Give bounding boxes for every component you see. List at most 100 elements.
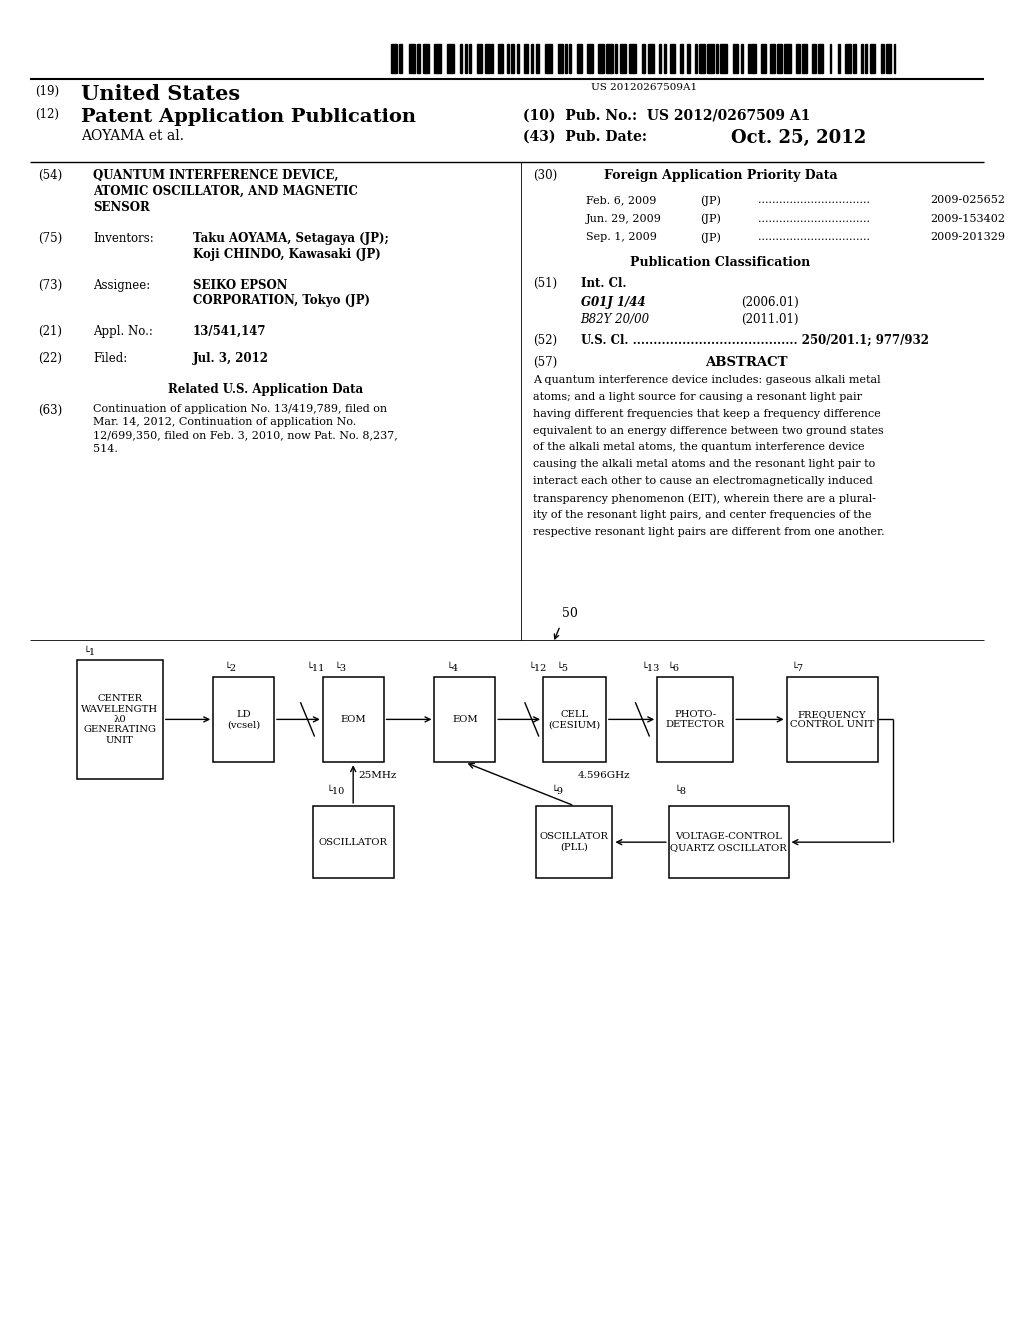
Text: 13/541,147: 13/541,147 xyxy=(193,325,266,338)
Bar xyxy=(523,44,528,73)
Bar xyxy=(784,44,791,73)
Text: Assignee:: Assignee: xyxy=(93,279,151,292)
Bar xyxy=(752,44,756,73)
Text: └2: └2 xyxy=(224,664,237,673)
Text: interact each other to cause an electromagnetically induced: interact each other to cause an electrom… xyxy=(532,477,872,486)
Bar xyxy=(543,677,606,763)
Text: Appl. No.:: Appl. No.: xyxy=(93,325,154,338)
Bar xyxy=(598,44,604,73)
Text: └13: └13 xyxy=(641,664,659,673)
Bar xyxy=(708,44,714,73)
Text: 25MHz: 25MHz xyxy=(358,771,396,780)
Text: (52): (52) xyxy=(532,334,557,347)
Text: └12: └12 xyxy=(528,664,547,673)
Text: Koji CHINDO, Kawasaki (JP): Koji CHINDO, Kawasaki (JP) xyxy=(193,248,381,261)
Text: B82Y 20/00: B82Y 20/00 xyxy=(581,313,649,326)
Text: SENSOR: SENSOR xyxy=(93,201,151,214)
Text: └11: └11 xyxy=(306,664,325,673)
Text: (57): (57) xyxy=(532,356,557,370)
Bar xyxy=(777,44,781,73)
Text: ity of the resonant light pairs, and center frequencies of the: ity of the resonant light pairs, and cen… xyxy=(532,510,871,520)
Text: └1: └1 xyxy=(83,648,95,657)
Text: 4.596GHz: 4.596GHz xyxy=(578,771,630,780)
Text: Oct. 25, 2012: Oct. 25, 2012 xyxy=(731,129,866,148)
Bar xyxy=(838,44,840,73)
Bar xyxy=(886,44,891,73)
Text: (21): (21) xyxy=(39,325,62,338)
Text: respective resonant light pairs are different from one another.: respective resonant light pairs are diff… xyxy=(532,527,885,537)
Bar xyxy=(770,44,775,73)
Text: 2009-201329: 2009-201329 xyxy=(931,232,1006,243)
Text: US 20120267509A1: US 20120267509A1 xyxy=(592,83,697,92)
Bar xyxy=(323,677,384,763)
Text: EOM: EOM xyxy=(452,715,477,723)
Text: CELL
(CESIUM): CELL (CESIUM) xyxy=(548,710,600,729)
Text: PHOTO-
DETECTOR: PHOTO- DETECTOR xyxy=(666,710,725,729)
Text: G01J 1/44: G01J 1/44 xyxy=(581,296,645,309)
Text: QUANTUM INTERFERENCE DEVICE,: QUANTUM INTERFERENCE DEVICE, xyxy=(93,169,339,182)
Bar xyxy=(680,44,683,73)
Bar xyxy=(517,44,519,73)
Text: └5: └5 xyxy=(556,664,568,673)
Bar xyxy=(860,44,862,73)
Text: A quantum interference device includes: gaseous alkali metal: A quantum interference device includes: … xyxy=(532,375,881,385)
Text: (54): (54) xyxy=(39,169,62,182)
Bar xyxy=(536,44,539,73)
Bar xyxy=(818,44,823,73)
Bar xyxy=(695,44,696,73)
Text: of the alkali metal atoms, the quantum interference device: of the alkali metal atoms, the quantum i… xyxy=(532,442,864,453)
Bar xyxy=(492,44,494,73)
Bar xyxy=(648,44,654,73)
Bar xyxy=(417,44,420,73)
Text: ................................: ................................ xyxy=(758,214,870,224)
Bar xyxy=(391,44,397,73)
Bar xyxy=(698,44,706,73)
Bar xyxy=(461,44,462,73)
Bar xyxy=(761,44,766,73)
Text: having different frequencies that keep a frequency difference: having different frequencies that keep a… xyxy=(532,409,881,418)
Bar xyxy=(447,44,454,73)
Bar xyxy=(720,44,727,73)
Bar xyxy=(434,44,440,73)
Bar xyxy=(498,44,503,73)
Text: Foreign Application Priority Data: Foreign Application Priority Data xyxy=(604,169,838,182)
Bar xyxy=(606,44,613,73)
Bar xyxy=(845,44,851,73)
Text: Publication Classification: Publication Classification xyxy=(631,256,811,269)
Bar xyxy=(829,44,831,73)
Text: (43)  Pub. Date:: (43) Pub. Date: xyxy=(522,129,647,144)
Bar xyxy=(545,44,552,73)
Bar xyxy=(716,44,719,73)
Text: VOLTAGE-CONTROL
QUARTZ OSCILLATOR: VOLTAGE-CONTROL QUARTZ OSCILLATOR xyxy=(671,833,787,851)
Bar xyxy=(477,44,482,73)
Bar xyxy=(508,44,509,73)
Text: (63): (63) xyxy=(39,404,62,417)
Text: └8: └8 xyxy=(675,787,687,796)
Bar xyxy=(614,44,616,73)
Text: Inventors:: Inventors: xyxy=(93,232,155,246)
Text: CORPORATION, Tokyo (JP): CORPORATION, Tokyo (JP) xyxy=(193,294,370,308)
Text: (30): (30) xyxy=(532,169,557,182)
Text: (51): (51) xyxy=(532,277,557,290)
Bar xyxy=(409,44,415,73)
Text: └6: └6 xyxy=(668,664,680,673)
Bar xyxy=(642,44,645,73)
Text: Sep. 1, 2009: Sep. 1, 2009 xyxy=(586,232,656,243)
Bar xyxy=(669,805,788,879)
Text: (12): (12) xyxy=(36,108,59,121)
Text: Jun. 29, 2009: Jun. 29, 2009 xyxy=(586,214,662,224)
Bar xyxy=(748,44,750,73)
Text: Taku AOYAMA, Setagaya (JP);: Taku AOYAMA, Setagaya (JP); xyxy=(193,232,389,246)
Bar xyxy=(870,44,874,73)
Text: └4: └4 xyxy=(446,664,459,673)
Text: CENTER
WAVELENGTH
λ0
GENERATING
UNIT: CENTER WAVELENGTH λ0 GENERATING UNIT xyxy=(81,694,159,744)
Text: Jul. 3, 2012: Jul. 3, 2012 xyxy=(193,352,269,366)
Bar xyxy=(786,677,878,763)
Text: (JP): (JP) xyxy=(700,232,721,243)
Text: ................................: ................................ xyxy=(758,195,870,206)
Bar xyxy=(578,44,582,73)
Bar xyxy=(312,805,394,879)
Text: Patent Application Publication: Patent Application Publication xyxy=(81,108,416,127)
Bar xyxy=(664,44,666,73)
Bar xyxy=(629,44,636,73)
